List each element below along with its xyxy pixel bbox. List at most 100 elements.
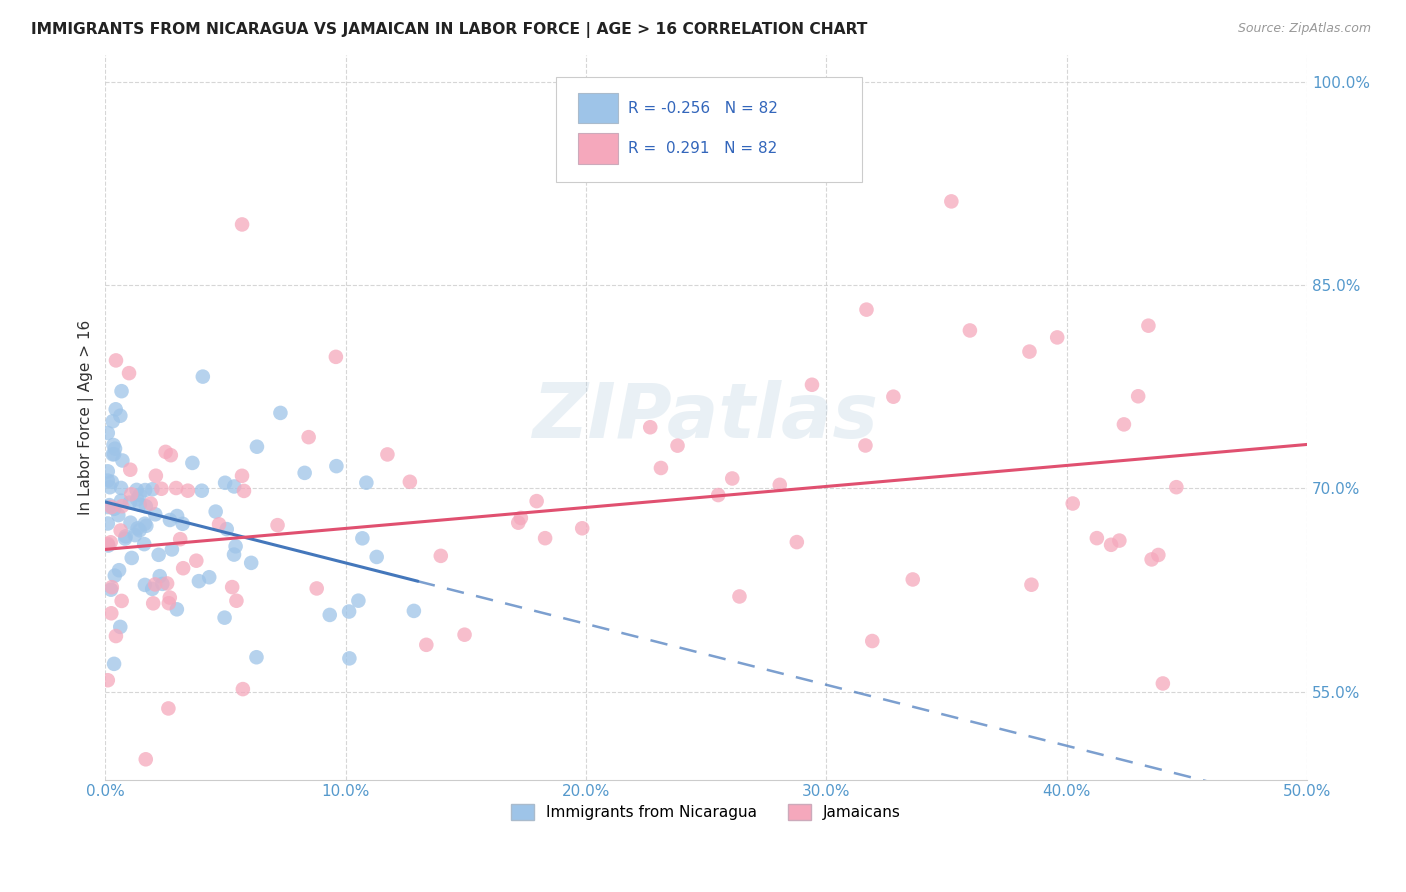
Point (246, 440, 269, 454)
Point (128, 524, 150, 538)
Point (208, 517, 231, 532)
Point (100, 582, 122, 597)
Point (245, 650, 267, 665)
Point (1140, 552, 1163, 566)
Point (177, 483, 200, 498)
Point (101, 414, 124, 428)
Point (224, 479, 246, 493)
Point (127, 521, 149, 535)
Point (157, 701, 180, 715)
Point (169, 532, 191, 546)
Point (149, 569, 172, 583)
Point (166, 508, 188, 523)
Point (191, 369, 214, 384)
Point (120, 463, 142, 477)
Point (103, 501, 125, 516)
Point (143, 508, 166, 522)
Point (110, 620, 132, 634)
Point (118, 366, 141, 380)
Point (166, 602, 188, 616)
Point (111, 594, 134, 608)
Point (120, 487, 142, 501)
FancyBboxPatch shape (578, 93, 619, 123)
Point (135, 518, 157, 533)
Point (159, 591, 181, 605)
Point (104, 353, 127, 368)
Point (157, 596, 180, 610)
Point (1021, 578, 1043, 592)
Point (104, 568, 127, 582)
Point (1085, 531, 1108, 545)
Point (159, 513, 181, 527)
Point (366, 549, 388, 564)
Point (118, 495, 141, 509)
Text: Source: ZipAtlas.com: Source: ZipAtlas.com (1237, 22, 1371, 36)
Point (534, 531, 557, 545)
Point (214, 475, 236, 490)
Point (1099, 538, 1122, 552)
Point (1112, 417, 1135, 432)
Point (415, 638, 437, 652)
Point (134, 516, 156, 531)
Point (347, 593, 370, 607)
Point (1018, 344, 1040, 359)
Point (114, 529, 136, 543)
Point (135, 752, 157, 766)
Point (172, 561, 194, 575)
Point (769, 478, 792, 492)
Point (294, 466, 316, 480)
Point (125, 483, 148, 497)
Point (104, 629, 127, 643)
Point (110, 493, 132, 508)
Point (240, 556, 263, 570)
Point (221, 580, 243, 594)
Point (134, 578, 156, 592)
Point (215, 522, 238, 536)
Point (111, 453, 134, 467)
Point (1147, 548, 1170, 562)
Point (707, 488, 730, 502)
Point (402, 604, 425, 618)
Point (786, 535, 808, 549)
Point (233, 483, 256, 498)
Point (337, 605, 360, 619)
Point (225, 539, 247, 553)
Text: R = -0.256   N = 82: R = -0.256 N = 82 (628, 101, 778, 116)
Point (100, 535, 122, 549)
Point (855, 302, 877, 317)
Point (110, 409, 132, 423)
Point (325, 459, 347, 474)
Y-axis label: In Labor Force | Age > 16: In Labor Force | Age > 16 (79, 319, 94, 515)
Point (101, 447, 124, 461)
Point (100, 607, 122, 621)
Point (97, 537, 120, 551)
Point (526, 494, 548, 508)
Point (103, 438, 125, 452)
Point (204, 505, 226, 519)
Point (855, 438, 877, 452)
Point (181, 456, 204, 470)
Point (231, 468, 253, 483)
Point (141, 582, 163, 596)
Point (721, 471, 744, 485)
Point (222, 548, 245, 562)
Point (97, 474, 120, 488)
Point (165, 481, 187, 495)
Point (142, 596, 165, 610)
Point (128, 488, 150, 502)
Point (198, 570, 221, 584)
Point (110, 524, 132, 538)
Point (97, 464, 120, 478)
Point (128, 498, 150, 512)
Point (225, 593, 247, 607)
Point (172, 516, 194, 531)
Point (145, 468, 167, 483)
Point (266, 518, 288, 533)
Point (156, 576, 179, 591)
Point (298, 430, 321, 444)
Point (97, 425, 120, 440)
Point (325, 350, 347, 364)
Point (269, 406, 291, 420)
Point (124, 528, 146, 542)
Point (107, 508, 129, 522)
